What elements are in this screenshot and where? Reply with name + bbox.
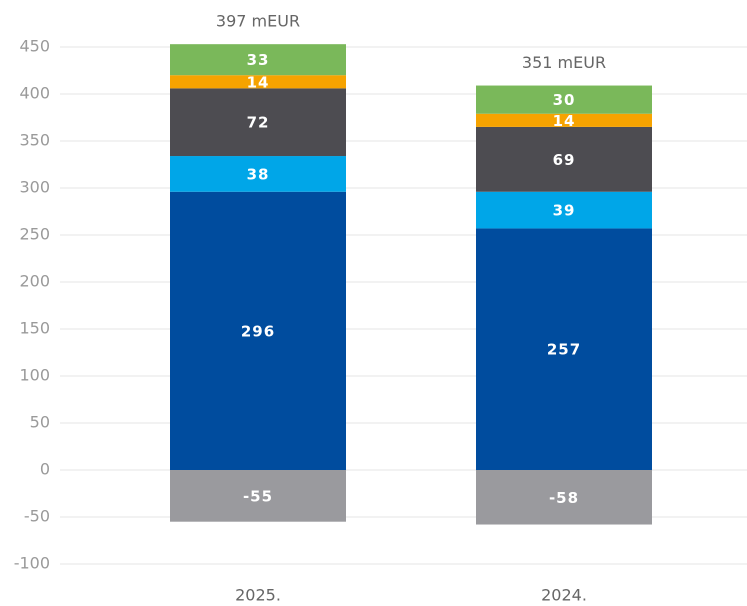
data-label: 14 [247, 73, 270, 91]
data-label: 39 [553, 202, 576, 220]
y-tick-label: 400 [19, 84, 50, 103]
bar-segment [170, 470, 346, 522]
bar-segment [476, 126, 652, 192]
data-label: 257 [547, 341, 581, 359]
data-label: -58 [549, 489, 579, 507]
y-tick-label: 450 [19, 37, 50, 56]
bar-segment [170, 156, 346, 192]
data-label: 69 [553, 151, 576, 169]
bar-segment [170, 44, 346, 76]
y-tick-label: -100 [14, 554, 50, 573]
total-label: 351 mEUR [522, 53, 606, 72]
x-tick-label: 2024. [541, 586, 587, 605]
bar-segment [476, 85, 652, 114]
data-label: 296 [241, 322, 275, 340]
bar-segment [170, 191, 346, 470]
data-label: 30 [553, 91, 576, 109]
bar-segment [170, 88, 346, 157]
bar-segment [476, 228, 652, 470]
data-label: 33 [247, 51, 270, 69]
bar-segment [170, 75, 346, 89]
bar-segment [476, 470, 652, 525]
y-tick-label: 250 [19, 225, 50, 244]
data-label: 72 [247, 114, 270, 132]
y-tick-label: 300 [19, 178, 50, 197]
y-tick-label: 100 [19, 366, 50, 385]
y-tick-label: 150 [19, 319, 50, 338]
y-tick-label: 50 [30, 413, 50, 432]
data-label: 14 [553, 112, 576, 130]
bar-segment [476, 113, 652, 127]
bar-segment [476, 191, 652, 229]
data-label: 38 [247, 165, 270, 183]
y-tick-label: -50 [24, 507, 50, 526]
y-tick-label: 200 [19, 272, 50, 291]
x-tick-label: 2025. [235, 586, 281, 605]
total-label: 397 mEUR [216, 12, 300, 31]
y-tick-label: 350 [19, 131, 50, 150]
data-label: -55 [243, 487, 273, 505]
y-tick-label: 0 [40, 460, 50, 479]
